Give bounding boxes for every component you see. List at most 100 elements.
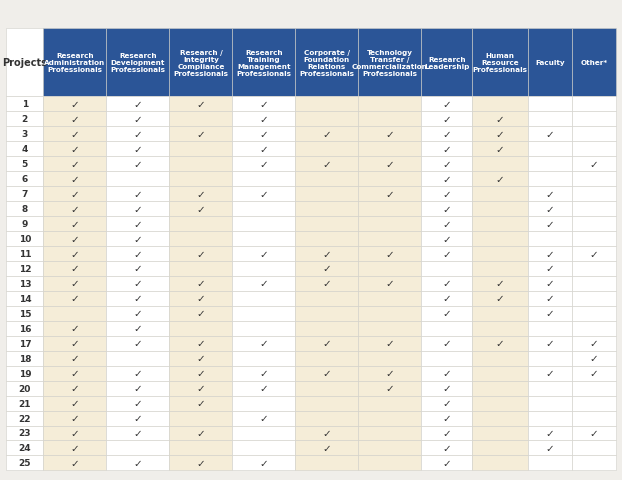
Text: 18: 18	[19, 354, 31, 363]
Bar	[295, 187, 358, 202]
Bar	[421, 351, 472, 366]
Bar	[358, 127, 421, 142]
Text: ✓: ✓	[70, 398, 80, 408]
Bar	[527, 366, 572, 381]
Text: ✓: ✓	[70, 413, 80, 423]
Bar	[572, 456, 616, 470]
Bar	[527, 321, 572, 336]
Text: ✓: ✓	[386, 249, 394, 259]
Bar	[169, 127, 233, 142]
Bar	[421, 411, 472, 426]
Bar	[106, 202, 169, 216]
Bar	[421, 231, 472, 247]
Bar	[233, 127, 295, 142]
Bar	[358, 291, 421, 306]
Bar	[421, 426, 472, 441]
Bar	[527, 142, 572, 157]
Text: ✓: ✓	[197, 458, 205, 468]
Bar	[169, 142, 233, 157]
Bar	[44, 411, 106, 426]
Text: ✓: ✓	[386, 189, 394, 199]
Text: ✓: ✓	[134, 398, 142, 408]
Bar	[106, 426, 169, 441]
Bar	[295, 306, 358, 321]
Bar	[106, 247, 169, 262]
Text: ✓: ✓	[70, 249, 80, 259]
Bar	[295, 231, 358, 247]
Bar	[358, 456, 421, 470]
Text: ✓: ✓	[134, 338, 142, 348]
Text: 6: 6	[22, 175, 28, 184]
Text: Corporate /
Foundation
Relations
Professionals: Corporate / Foundation Relations Profess…	[299, 49, 355, 76]
Text: ✓: ✓	[70, 443, 80, 453]
Bar	[527, 247, 572, 262]
Bar	[527, 29, 572, 97]
Bar	[106, 351, 169, 366]
Text: Research /
Integrity
Compliance
Professionals: Research / Integrity Compliance Professi…	[174, 49, 228, 76]
Text: ✓: ✓	[134, 428, 142, 438]
Bar	[44, 441, 106, 456]
Bar	[358, 29, 421, 97]
Bar	[233, 142, 295, 157]
Text: Research
Development
Professionals: Research Development Professionals	[111, 53, 165, 73]
Bar	[6, 396, 44, 411]
Bar	[472, 306, 527, 321]
Text: ✓: ✓	[442, 159, 451, 169]
Bar	[6, 157, 44, 172]
Text: Research
Training
Management
Professionals: Research Training Management Professiona…	[236, 49, 292, 76]
Text: ✓: ✓	[134, 458, 142, 468]
Text: 14: 14	[19, 294, 31, 303]
Bar	[421, 441, 472, 456]
Bar	[295, 157, 358, 172]
Bar	[472, 127, 527, 142]
Bar	[233, 336, 295, 351]
Bar	[472, 441, 527, 456]
Text: ✓: ✓	[70, 279, 80, 289]
Text: ✓: ✓	[70, 368, 80, 378]
Bar	[358, 426, 421, 441]
Bar	[6, 336, 44, 351]
Text: ✓: ✓	[70, 115, 80, 125]
Bar	[572, 396, 616, 411]
Text: ✓: ✓	[323, 249, 332, 259]
Bar	[527, 396, 572, 411]
Bar	[233, 247, 295, 262]
Bar	[358, 247, 421, 262]
Text: ✓: ✓	[70, 294, 80, 304]
Bar	[295, 426, 358, 441]
Text: Faculty: Faculty	[535, 60, 565, 66]
Bar	[572, 262, 616, 276]
Bar	[44, 97, 106, 112]
Bar	[472, 381, 527, 396]
Text: ✓: ✓	[545, 294, 554, 304]
Text: ✓: ✓	[496, 144, 504, 155]
Text: ✓: ✓	[442, 458, 451, 468]
Bar	[6, 291, 44, 306]
Text: ✓: ✓	[386, 130, 394, 140]
Text: 19: 19	[19, 369, 31, 378]
Bar	[421, 187, 472, 202]
Text: ✓: ✓	[442, 398, 451, 408]
Text: ✓: ✓	[496, 338, 504, 348]
Bar	[233, 276, 295, 291]
Text: ✓: ✓	[442, 189, 451, 199]
Text: ✓: ✓	[134, 264, 142, 274]
Bar	[6, 351, 44, 366]
Bar	[421, 336, 472, 351]
Text: 11: 11	[19, 250, 31, 258]
Text: Technology
Transfer /
Commercialization
Professionals: Technology Transfer / Commercialization …	[352, 49, 428, 76]
Bar	[572, 351, 616, 366]
Bar	[169, 381, 233, 396]
Bar	[44, 157, 106, 172]
Bar	[295, 351, 358, 366]
Bar	[472, 291, 527, 306]
Text: ✓: ✓	[259, 100, 268, 110]
Bar	[295, 276, 358, 291]
Bar	[233, 366, 295, 381]
Bar	[527, 351, 572, 366]
Bar	[572, 291, 616, 306]
Bar	[106, 127, 169, 142]
Text: ✓: ✓	[590, 338, 598, 348]
Bar	[6, 306, 44, 321]
Bar	[358, 441, 421, 456]
